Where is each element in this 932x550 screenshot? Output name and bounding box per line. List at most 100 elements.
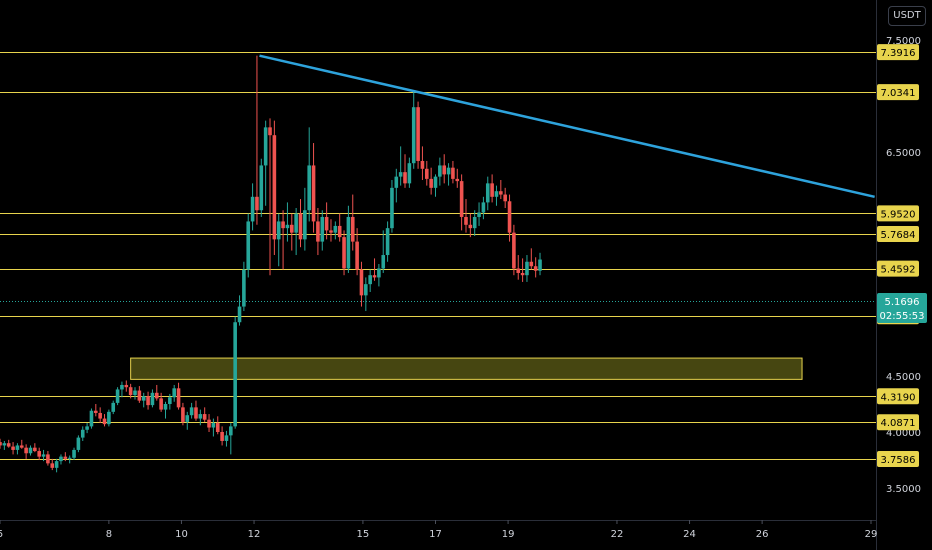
level-tag-box [877,84,919,101]
candle [137,386,142,403]
candle-body [377,268,381,278]
level-price-tag: 3.7586 [877,451,919,468]
candle-body [98,412,102,419]
candle [324,202,329,240]
candle-body [185,415,190,422]
candle [512,224,516,276]
candle [494,185,499,206]
candle [67,455,72,464]
candle-body [346,216,351,269]
candle [263,120,268,206]
candle-body [124,384,129,388]
candle [303,187,307,251]
candle [311,143,316,233]
candle-body [37,451,41,457]
level-price-tag: 4.0871 [877,414,919,431]
level-price-tag: 5.9520 [877,205,919,222]
candle [485,176,490,211]
candle [176,382,181,410]
trendline[interactable] [259,54,875,199]
candle [237,295,242,326]
candle [281,210,285,270]
candle [268,118,272,276]
candle [111,400,116,415]
candle-body [403,172,407,184]
candle-body [215,423,220,432]
candle [490,174,494,203]
candle-body [159,398,163,410]
candle [89,408,94,429]
current-price-label: 5.1696 [885,297,920,308]
candle [233,316,237,429]
candle [133,387,137,400]
currency-button[interactable]: USDT [888,6,926,26]
y-tick-label: 4.0000 [886,428,921,439]
candle [172,384,176,402]
candle [385,221,390,262]
candle [76,435,81,453]
level-tag-label: 5.4592 [881,265,916,276]
candle-body [59,456,63,462]
candle-body [76,437,81,450]
level-tag-box [877,414,919,431]
y-tick-label: 6.5000 [886,148,921,159]
candle-body [477,212,481,217]
candle [411,91,416,169]
candle [398,146,403,186]
candle-body [350,216,355,242]
candle [11,442,15,455]
candle-body [468,224,473,229]
current-price-box [877,293,927,324]
candle-body [211,423,216,428]
candle-body [6,443,11,447]
candle-body [446,167,451,175]
candle-body [111,402,116,412]
candle-body [72,449,76,458]
candle-body [316,221,320,242]
candle-body [163,404,168,410]
candle-body [50,463,55,468]
candle-body [272,135,277,240]
candle [181,402,185,426]
candle-body [525,261,529,276]
candle-body [464,216,468,225]
candle [41,449,46,462]
x-tick-label: 22 [611,529,624,540]
candle-body [46,454,50,464]
candle-body [268,127,272,136]
candle-body [459,181,464,217]
candle [364,277,368,312]
candle [381,230,386,273]
candle-body [390,187,394,229]
candle-body [102,418,107,425]
candle [72,447,76,460]
x-tick-label: 24 [683,529,696,540]
candle-body [472,216,477,229]
candle-body [285,224,290,229]
level-price-tag: 7.3916 [877,44,919,61]
candle-body [490,183,494,197]
candle-body [85,426,89,430]
candle [185,411,190,430]
candle-body [429,178,433,188]
candle [407,157,412,188]
candle [372,258,377,281]
candle [451,160,455,184]
candle-body [442,165,447,175]
candle-body [342,237,346,269]
candle-body [333,225,338,233]
candle-body [0,442,2,446]
candle-body [146,396,150,406]
candle-body [368,275,372,285]
candle [120,381,124,398]
level-tag-box [877,225,919,242]
x-tick-label: 12 [248,529,261,540]
candle [28,445,33,456]
candle [220,426,224,446]
candle-body [63,456,68,459]
candle-body [364,284,368,296]
candle [98,407,102,424]
candle [150,389,155,408]
candle [207,414,211,432]
